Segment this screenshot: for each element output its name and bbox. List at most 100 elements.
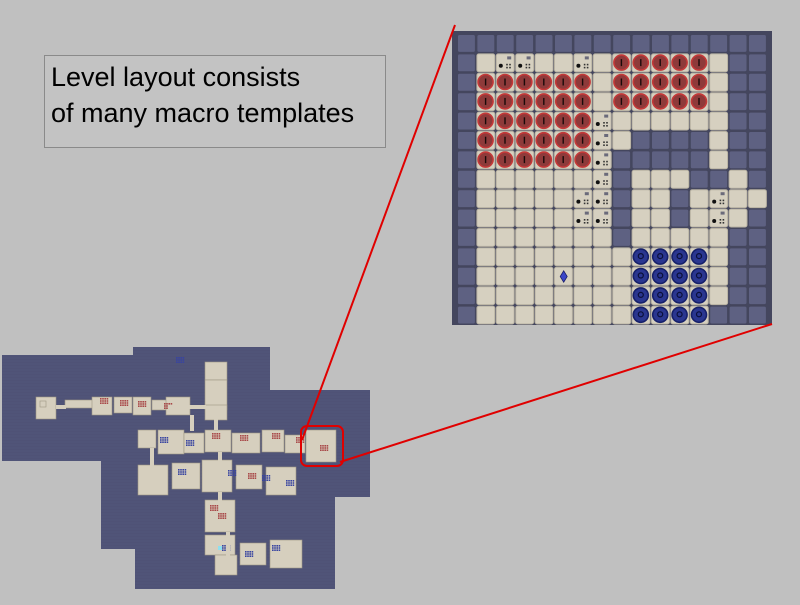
floor-tile <box>495 228 515 247</box>
map-red-tokens <box>214 507 216 509</box>
map-red-tokens <box>124 402 126 404</box>
dice-icon <box>595 141 600 146</box>
map-blue-tokens <box>268 477 271 479</box>
dice-icon <box>604 192 609 196</box>
wall-tile <box>457 247 476 267</box>
dice-icon <box>606 219 608 221</box>
map-red-tokens <box>244 437 246 439</box>
map-blue-tokens <box>230 474 232 476</box>
blue-token-mark <box>695 291 703 298</box>
dice-icon <box>606 183 608 185</box>
map-red-tokens <box>250 475 252 477</box>
map-room <box>137 464 169 496</box>
dice-icon <box>584 211 589 215</box>
map-blue-tokens <box>251 553 254 555</box>
map-red-tokens <box>248 475 250 477</box>
map-red-tokens <box>102 400 104 402</box>
blue-token-mark <box>676 291 683 298</box>
map-corridor <box>168 405 206 409</box>
dice-icon <box>586 222 589 224</box>
map-blue-tokens <box>182 359 185 361</box>
wall-tile <box>689 34 709 53</box>
dice-icon <box>722 222 725 224</box>
map-blue-tokens <box>262 477 264 479</box>
wall-tile <box>728 150 748 170</box>
map-red-tokens <box>120 402 122 404</box>
map-red-tokens <box>166 407 168 409</box>
map-blue-tokens <box>234 474 237 476</box>
blue-token-icon <box>690 287 708 304</box>
floor-tile <box>534 247 554 267</box>
map-room <box>231 432 261 454</box>
map-red-tokens <box>210 509 212 511</box>
map-blue-tokens <box>190 440 192 442</box>
floor-tile <box>573 53 593 73</box>
blue-token-mark <box>676 253 683 260</box>
dice-icon <box>583 199 586 202</box>
floor-tile <box>515 53 535 73</box>
blue-token-mark <box>637 253 644 260</box>
map-blue-tokens <box>180 469 182 471</box>
floor-tile <box>592 228 612 247</box>
map-red-tokens <box>170 403 173 405</box>
gem-icon <box>559 270 568 283</box>
map-blue-tokens <box>178 359 180 361</box>
dice-icon <box>509 63 511 66</box>
floor-tile <box>476 305 496 325</box>
map-corridor <box>190 415 194 431</box>
map-red-tokens <box>104 400 106 402</box>
dice-icon <box>583 202 586 205</box>
blue-token-mark <box>637 272 644 279</box>
floor-tile <box>592 286 612 306</box>
dice-icon <box>603 199 605 202</box>
wall-tile <box>554 34 573 53</box>
floor-tile <box>515 247 535 267</box>
map-blue-tokens <box>276 549 278 551</box>
map-red-tokens <box>106 400 109 402</box>
wall-tile <box>457 305 476 325</box>
dice-icon <box>603 141 605 143</box>
wall-tile <box>709 169 729 189</box>
map-red-tokens <box>242 435 244 437</box>
map-blue-tokens <box>176 357 178 359</box>
map-room <box>269 539 303 569</box>
map-red-tokens <box>140 403 142 405</box>
dice-icon <box>525 63 528 66</box>
map-blue-tokens <box>272 545 274 547</box>
map-red-tokens <box>324 445 326 447</box>
map-blue-tokens <box>184 471 187 473</box>
map-red-tokens <box>276 433 278 435</box>
floor-tile <box>651 169 670 189</box>
map-blue-tokens <box>228 472 230 474</box>
floor-tile <box>612 286 632 306</box>
map-red-tokens <box>218 517 220 519</box>
blue-token-icon <box>690 306 708 324</box>
map-blue-tokens <box>274 547 276 549</box>
map-room <box>204 534 236 556</box>
map-blue-tokens <box>192 440 195 442</box>
floor-tile <box>495 53 515 73</box>
floor-tile <box>631 208 651 228</box>
map-blue-tokens <box>288 482 290 484</box>
wall-tile <box>534 34 554 53</box>
floor-tile <box>573 228 593 247</box>
map-red-tokens <box>278 433 281 435</box>
map-red-tokens <box>216 505 219 507</box>
map-red-tokens <box>218 513 220 515</box>
floor-tile <box>612 247 632 267</box>
dice-icon <box>606 144 608 146</box>
floor-tile <box>534 169 554 189</box>
wall-tile <box>748 131 767 150</box>
dice-icon <box>595 219 600 223</box>
wall-tile <box>515 34 535 53</box>
floor-tile <box>612 131 632 150</box>
blue-token-mark <box>657 253 664 260</box>
floor-tile <box>651 208 670 228</box>
dice-icon <box>722 219 725 221</box>
floor-tile <box>689 189 709 209</box>
floor-tile <box>554 189 573 209</box>
map-blue-tokens <box>180 471 182 473</box>
map-red-tokens <box>274 435 276 437</box>
floor-tile <box>748 189 767 209</box>
map-blue-tokens <box>182 469 184 471</box>
